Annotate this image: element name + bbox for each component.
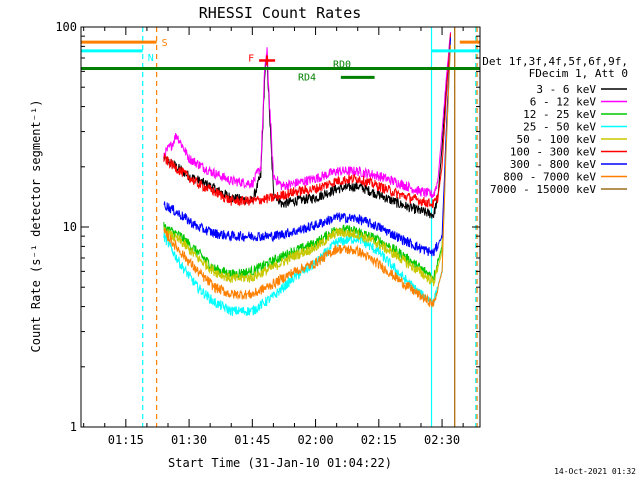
flare-marker-label: F [248, 53, 254, 64]
x-tick-label-5: 02:30 [424, 433, 460, 447]
series-line-1 [163, 32, 451, 199]
legend-entry-label-7: 800 - 7000 keV [503, 171, 596, 184]
flag-label-1: RD4 [298, 72, 316, 83]
attenuator-label-0: S [162, 38, 168, 49]
attenuator-label-1: N [148, 53, 154, 64]
series-line-5 [163, 33, 451, 209]
legend-entry-label-2: 12 - 25 keV [523, 108, 596, 121]
legend-entry-label-3: 25 - 50 keV [523, 121, 596, 134]
legend-header-line-1: Det 1f,3f,4f,5f,6f,9f, [482, 55, 628, 68]
series-line-3 [163, 45, 451, 316]
x-tick-label-2: 01:45 [234, 433, 270, 447]
legend-entry-label-5: 100 - 300 keV [510, 146, 596, 159]
legend-entry-label-1: 6 - 12 keV [530, 96, 597, 109]
x-axis-label: Start Time (31-Jan-10 01:04:22) [168, 456, 392, 470]
legend-entry-label-8: 7000 - 15000 keV [490, 183, 596, 196]
x-tick-label-0: 01:15 [108, 433, 144, 447]
legend-header-line-2: FDecim 1, Att 0 [529, 67, 628, 80]
axes: 01:15 01:30 01:45 02:00 02:15 02:30 1 10 100 [55, 20, 481, 447]
y-tick-label-0: 1 [70, 420, 77, 434]
x-tick-label-3: 02:00 [298, 433, 334, 447]
series-line-4 [163, 40, 451, 287]
legend-entry-label-4: 50 - 100 keV [517, 133, 597, 146]
x-tick-label-4: 02:15 [361, 433, 397, 447]
legend-entry-label-6: 300 - 800 keV [510, 158, 596, 171]
footer-timestamp: 14-Oct-2021 01:32 [554, 467, 636, 476]
flag-label-0: RD0 [333, 60, 351, 71]
legend: Det 1f,3f,4f,5f,6f,9f, FDecim 1, Att 0 3… [482, 55, 628, 196]
y-tick-label-2: 100 [55, 20, 77, 34]
y-tick-label-1: 10 [63, 220, 77, 234]
x-tick-label-1: 01:30 [171, 433, 207, 447]
y-axis-label: Count Rate (s⁻¹ detector segment⁻¹) [29, 100, 43, 353]
plot-area: SN RD0 RD4 F [81, 27, 480, 427]
series-line-6 [163, 37, 451, 257]
chart-title: RHESSI Count Rates [199, 4, 362, 22]
plot-frame [80, 26, 481, 428]
series-line-7 [163, 44, 451, 308]
legend-entry-label-0: 3 - 6 keV [536, 83, 596, 96]
